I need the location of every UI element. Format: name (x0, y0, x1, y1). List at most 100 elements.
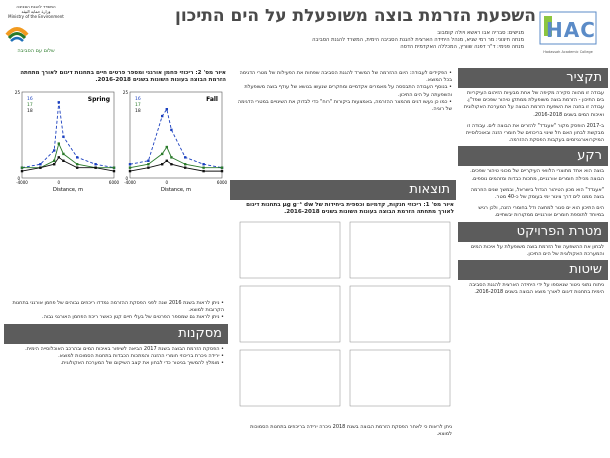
background-paragraph-2: "אעגדד" הוא מכון הטיהור הגדול בישראל, וב… (470, 186, 604, 201)
x-tick-label: -4000 (124, 180, 136, 185)
poster-header: המשרד להגנת הסביבה وزارة حماية البيئة Mi… (0, 0, 610, 68)
summary-paragraph-2: ב-2017 הופסק מקור "אעגדד" להזרים את הבוצ… (465, 122, 604, 144)
data-point (184, 166, 187, 169)
data-point (170, 163, 173, 166)
authors-line-1: מגישים: סבריה אבו ראשא ויולה קומבוב (437, 30, 524, 36)
data-point (184, 156, 187, 159)
hac-logo-graphic (539, 11, 597, 45)
goal-heading: מטרת הפרויקט (458, 221, 608, 242)
data-point (161, 114, 164, 118)
chart-frame (129, 91, 223, 179)
data-point (62, 159, 65, 162)
data-point (170, 156, 173, 159)
hac-logo-letters: HAC (546, 18, 596, 42)
data-point (20, 169, 24, 173)
goal-paragraph: לבחון את ההשפעה של הזרמת בוצה משופעלת על… (470, 243, 604, 257)
authors-line-2: מנחה חיצוני: מר רמי שגיא, מנהל היחידה הא… (312, 37, 524, 43)
data-point (202, 163, 205, 166)
series-line-17 (129, 146, 222, 169)
chart-frame (21, 91, 115, 179)
data-point (53, 163, 56, 166)
x-tick-label: 0 (58, 180, 61, 185)
ministry-emblem-icon (5, 27, 29, 42)
background-paragraph-3: הים התיכון הוא ים סגור למחצה ודל בחומרי … (478, 205, 604, 219)
x-tick-label: 6000 (217, 180, 228, 185)
figure-2-caption: איור מס' 2: ריכוזי פחמן אורגני ומספר פרט… (20, 70, 226, 83)
left-column: איור מס' 2: ריכוזי פחמן אורגני ומספר פרט… (4, 68, 228, 458)
ministry-slogan: שלום עם הסביבה (17, 48, 55, 54)
x-tick-label: 0 (166, 180, 169, 185)
x-axis-label: Distance, m (161, 187, 191, 193)
fig1-panel-frame (239, 285, 341, 343)
data-point (184, 163, 187, 166)
data-point (202, 166, 205, 169)
legend-entry: 16 (27, 96, 33, 102)
x-tick-label: 6000 (109, 180, 120, 185)
data-point (112, 169, 116, 173)
data-point (147, 159, 150, 162)
data-point (62, 152, 65, 156)
legend-entry: 16 (135, 96, 141, 102)
poster-title: השפעת הזרמת בוצה משופעלת על הים התיכון (175, 6, 536, 26)
data-point (128, 169, 132, 173)
conclusions-heading: מסקנות (4, 323, 228, 344)
hac-logo-subtitle: Hadassah Academic College (543, 50, 593, 54)
data-point (76, 166, 79, 169)
summary-paragraph-1: עבודה זו מהווה סקירה מקיפה של אחת מבעיות… (463, 90, 604, 118)
fig1-panel-frame (349, 285, 451, 343)
background-heading: רקע (458, 146, 608, 167)
data-point (39, 163, 42, 166)
data-point (112, 166, 116, 169)
data-point (165, 108, 168, 111)
figure-1-panels (239, 221, 451, 407)
data-point (220, 166, 224, 169)
series-line-16 (129, 108, 223, 169)
legend-entry: 18 (27, 108, 33, 114)
chart-title: Spring (88, 96, 110, 103)
right-column: תקציר עבודה זו מהווה סקירה מקיפה של אחת … (458, 68, 608, 458)
fig1-panel-grid (239, 221, 451, 407)
figure-1-caption: איור מס' 1: ריכוזי חנקות, קדמיום וכספית … (246, 202, 454, 215)
data-point (53, 149, 56, 152)
middle-results-text: ניתן לראות כי לאחר הפסקת הזרמת הבוצה בשנ… (250, 424, 452, 438)
fig1-panel-frame (239, 349, 341, 407)
ministry-logo-text: המשרד להגנת הסביבה وزارة حماية البيئة Mi… (8, 4, 64, 19)
data-point (165, 145, 168, 149)
data-point (57, 142, 60, 145)
data-point (39, 166, 42, 169)
data-point (128, 163, 132, 166)
data-point (94, 163, 97, 166)
y-tick-label: 0 (125, 176, 128, 181)
authors-line-3: מנחה פנימי: ד"ר דפנה שוורץ, המכללה האקדמ… (400, 44, 524, 50)
data-point (165, 159, 168, 162)
conclusions-text: • הפסקת הזרמת הבוצה בשנת 2017 הביאה לשיפ… (25, 345, 224, 367)
series-line-18 (129, 160, 222, 172)
y-tick-label: 25 (15, 90, 21, 95)
series-line-17 (22, 142, 114, 169)
summary-heading: תקציר (458, 68, 608, 88)
chart-title: Fall (206, 96, 218, 103)
fig1-panel-frame (349, 221, 451, 279)
methods-paragraph: ניתוח נתוני ניטור שנאספו על ידי היחידה ה… (469, 282, 604, 296)
series-line-16 (21, 102, 115, 169)
x-tick-label: -4000 (16, 180, 28, 185)
data-point (161, 163, 164, 166)
methods-bullets: • הפקידים לעבודה: היום ההזרמה של המשרד ל… (237, 70, 452, 113)
data-point (161, 152, 164, 156)
data-point (62, 135, 65, 138)
y-tick-label: 25 (123, 90, 129, 95)
data-point (53, 159, 56, 162)
legend-entry: 17 (27, 102, 33, 108)
data-point (202, 169, 205, 173)
data-point (170, 128, 173, 132)
fig1-panel-frame (349, 349, 451, 407)
middle-column: • הפקידים לעבודה: היום ההזרמה של המשרד ל… (230, 68, 456, 458)
data-point (57, 101, 60, 104)
x-axis-label: Distance, m (53, 187, 83, 193)
data-point (20, 166, 24, 169)
data-point (76, 156, 79, 159)
left-results-text: • ניתן לראות בשנת 2016 שנה לפני הפסקת הה… (12, 300, 224, 321)
authors-block: מגישים: סבריה אבו ראשא ויולה קומבוב מנחה… (250, 30, 524, 51)
legend-entry: 17 (135, 102, 141, 108)
